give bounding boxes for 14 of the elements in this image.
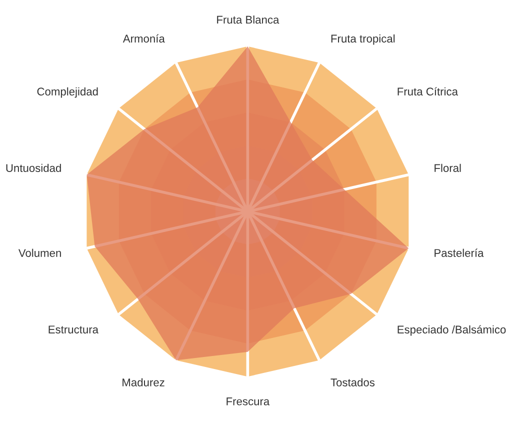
- spoke-label: Untuosidad: [6, 164, 61, 172]
- spoke-label: Floral: [434, 164, 461, 172]
- spoke-label: Madurez: [122, 378, 164, 386]
- spoke-label: Especiado /Balsámico: [398, 325, 506, 336]
- spoke-label: Frescura: [226, 398, 270, 406]
- spoke-label: Tostados: [330, 378, 375, 386]
- spoke-label: Complejidad: [37, 87, 98, 98]
- spoke-label: Volumen: [18, 248, 61, 257]
- spoke-label: Estructura: [48, 326, 98, 334]
- spoke-label: Pastelería: [434, 248, 484, 257]
- spoke-label: Fruta Cítrica: [398, 87, 458, 96]
- spoke-label: Fruta Blanca: [217, 16, 280, 24]
- spoke-label: Armonía: [122, 34, 165, 43]
- spoke-label: Fruta tropical: [331, 34, 395, 45]
